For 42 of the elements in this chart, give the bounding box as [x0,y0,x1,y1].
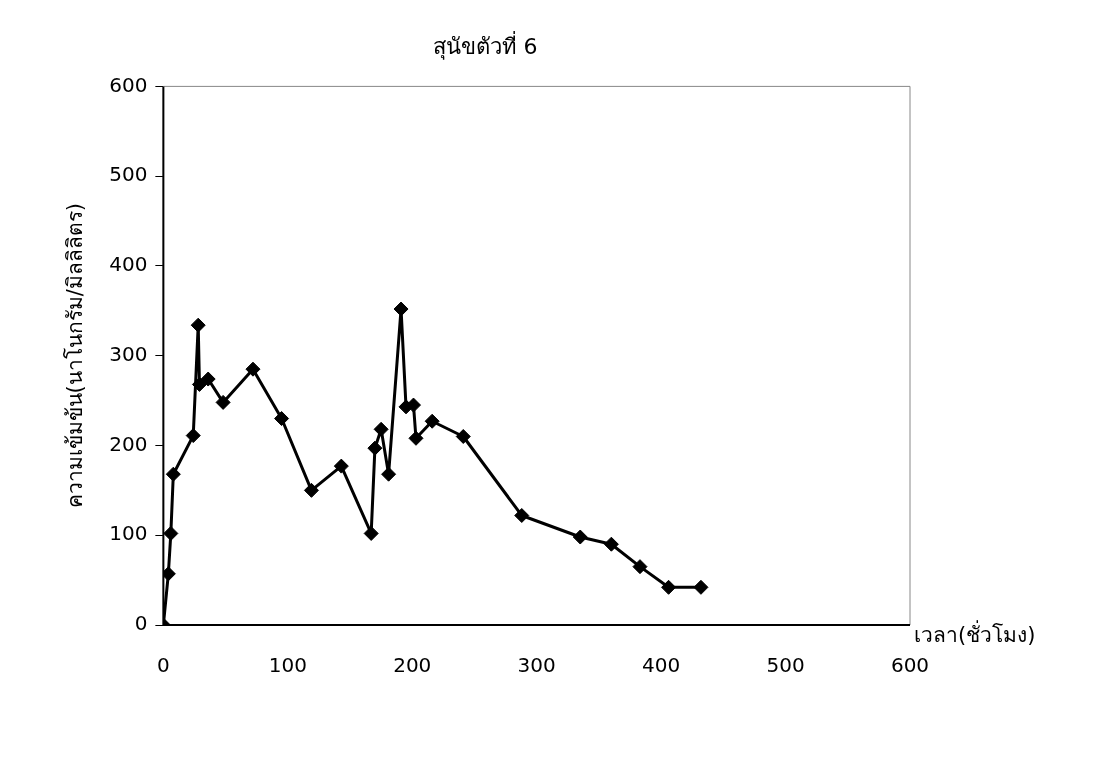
point [408,430,424,446]
point [185,428,201,444]
point [333,458,349,474]
point [661,579,677,595]
x-tick-label: 200 [393,653,432,678]
point [200,371,216,387]
x-axis-title: เวลา(ชั่วโมง) [914,620,1036,648]
point [274,411,290,427]
point [165,466,181,482]
point [367,440,383,456]
y-tick-label: 400 [109,252,148,277]
point [245,361,261,377]
point [190,317,206,333]
y-tick-label: 500 [109,162,148,187]
y-tick-label: 200 [109,431,148,456]
point [693,579,709,595]
y-tick-label: 0 [134,611,148,636]
point [514,507,530,523]
point [191,376,207,392]
chart-title: สุนัขตัวที่ 6 [432,30,538,60]
point [381,466,397,482]
y-tick-label: 600 [109,72,148,97]
point [424,413,440,429]
x-tick-label: 0 [157,653,170,678]
point [572,529,588,545]
x-tick-label: 100 [268,653,307,678]
point [163,525,179,541]
point [455,428,471,444]
point [363,525,379,541]
y-axis-title: ความเข้มข้น(นาโนกรัม/มิลลิลิตร) [63,202,88,509]
y-tick-label: 100 [109,521,148,546]
y-tick-label: 300 [109,341,148,366]
x-tick-label: 600 [890,653,930,678]
x-tick-label: 400 [642,653,681,678]
x-tick-label: 500 [766,653,805,678]
x-tick-label: 300 [517,653,556,678]
point [373,421,389,437]
point [632,559,648,575]
point [603,536,619,552]
point [215,394,231,410]
point [303,482,319,498]
point [393,301,409,317]
